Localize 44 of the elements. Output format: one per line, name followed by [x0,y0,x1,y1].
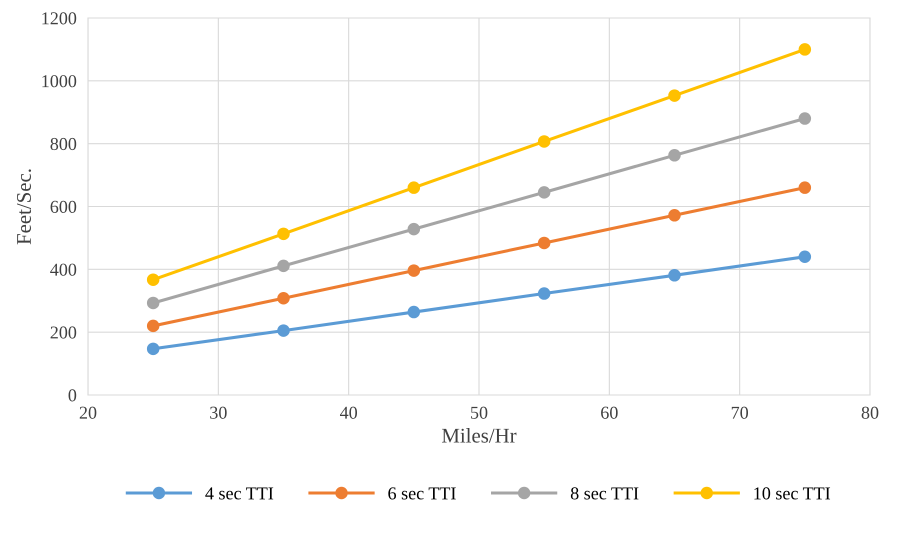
x-tick-label: 50 [471,406,488,419]
point [146,273,160,286]
y-tick-label: 0 [68,389,76,402]
point [538,236,550,250]
x-tick-label: 80 [862,406,878,419]
point [798,43,812,56]
point [538,135,550,148]
point [408,222,420,236]
y-tick-label: 200 [50,326,76,339]
point [277,260,290,272]
point [277,228,290,240]
point [146,296,160,310]
point [408,306,420,318]
y-tick-label: 1200 [42,12,76,24]
y-tick-label: 600 [50,200,76,213]
point [668,269,681,282]
point [408,264,420,277]
point [668,149,681,162]
point [408,181,420,194]
x-tick-label: 30 [210,406,227,419]
point [668,89,681,102]
point [538,186,550,199]
x-tick-label: 40 [340,406,358,419]
y-tick-label: 800 [50,138,76,150]
legend-label: 8 sec TTI [570,487,638,500]
point [798,181,812,194]
point [146,320,160,332]
x-tick-label: 70 [732,406,748,419]
point [538,287,550,300]
point [798,250,812,264]
y-tick-label: 1000 [42,75,76,88]
legend-label: 6 sec TTI [388,487,456,500]
x-axis-title: Miles/Hr [442,428,516,443]
x-tick-label: 20 [80,406,96,419]
point [277,324,290,337]
x-tick-label: 60 [601,406,618,419]
point [668,209,681,222]
point [146,342,160,356]
point [277,292,290,304]
point [798,112,812,125]
y-tick-label: 400 [50,264,76,276]
y-axis-title: Feet/Sec. [16,169,32,244]
legend-label: 10 sec TTI [754,487,830,500]
legend-label: 4 sec TTI [205,487,274,500]
